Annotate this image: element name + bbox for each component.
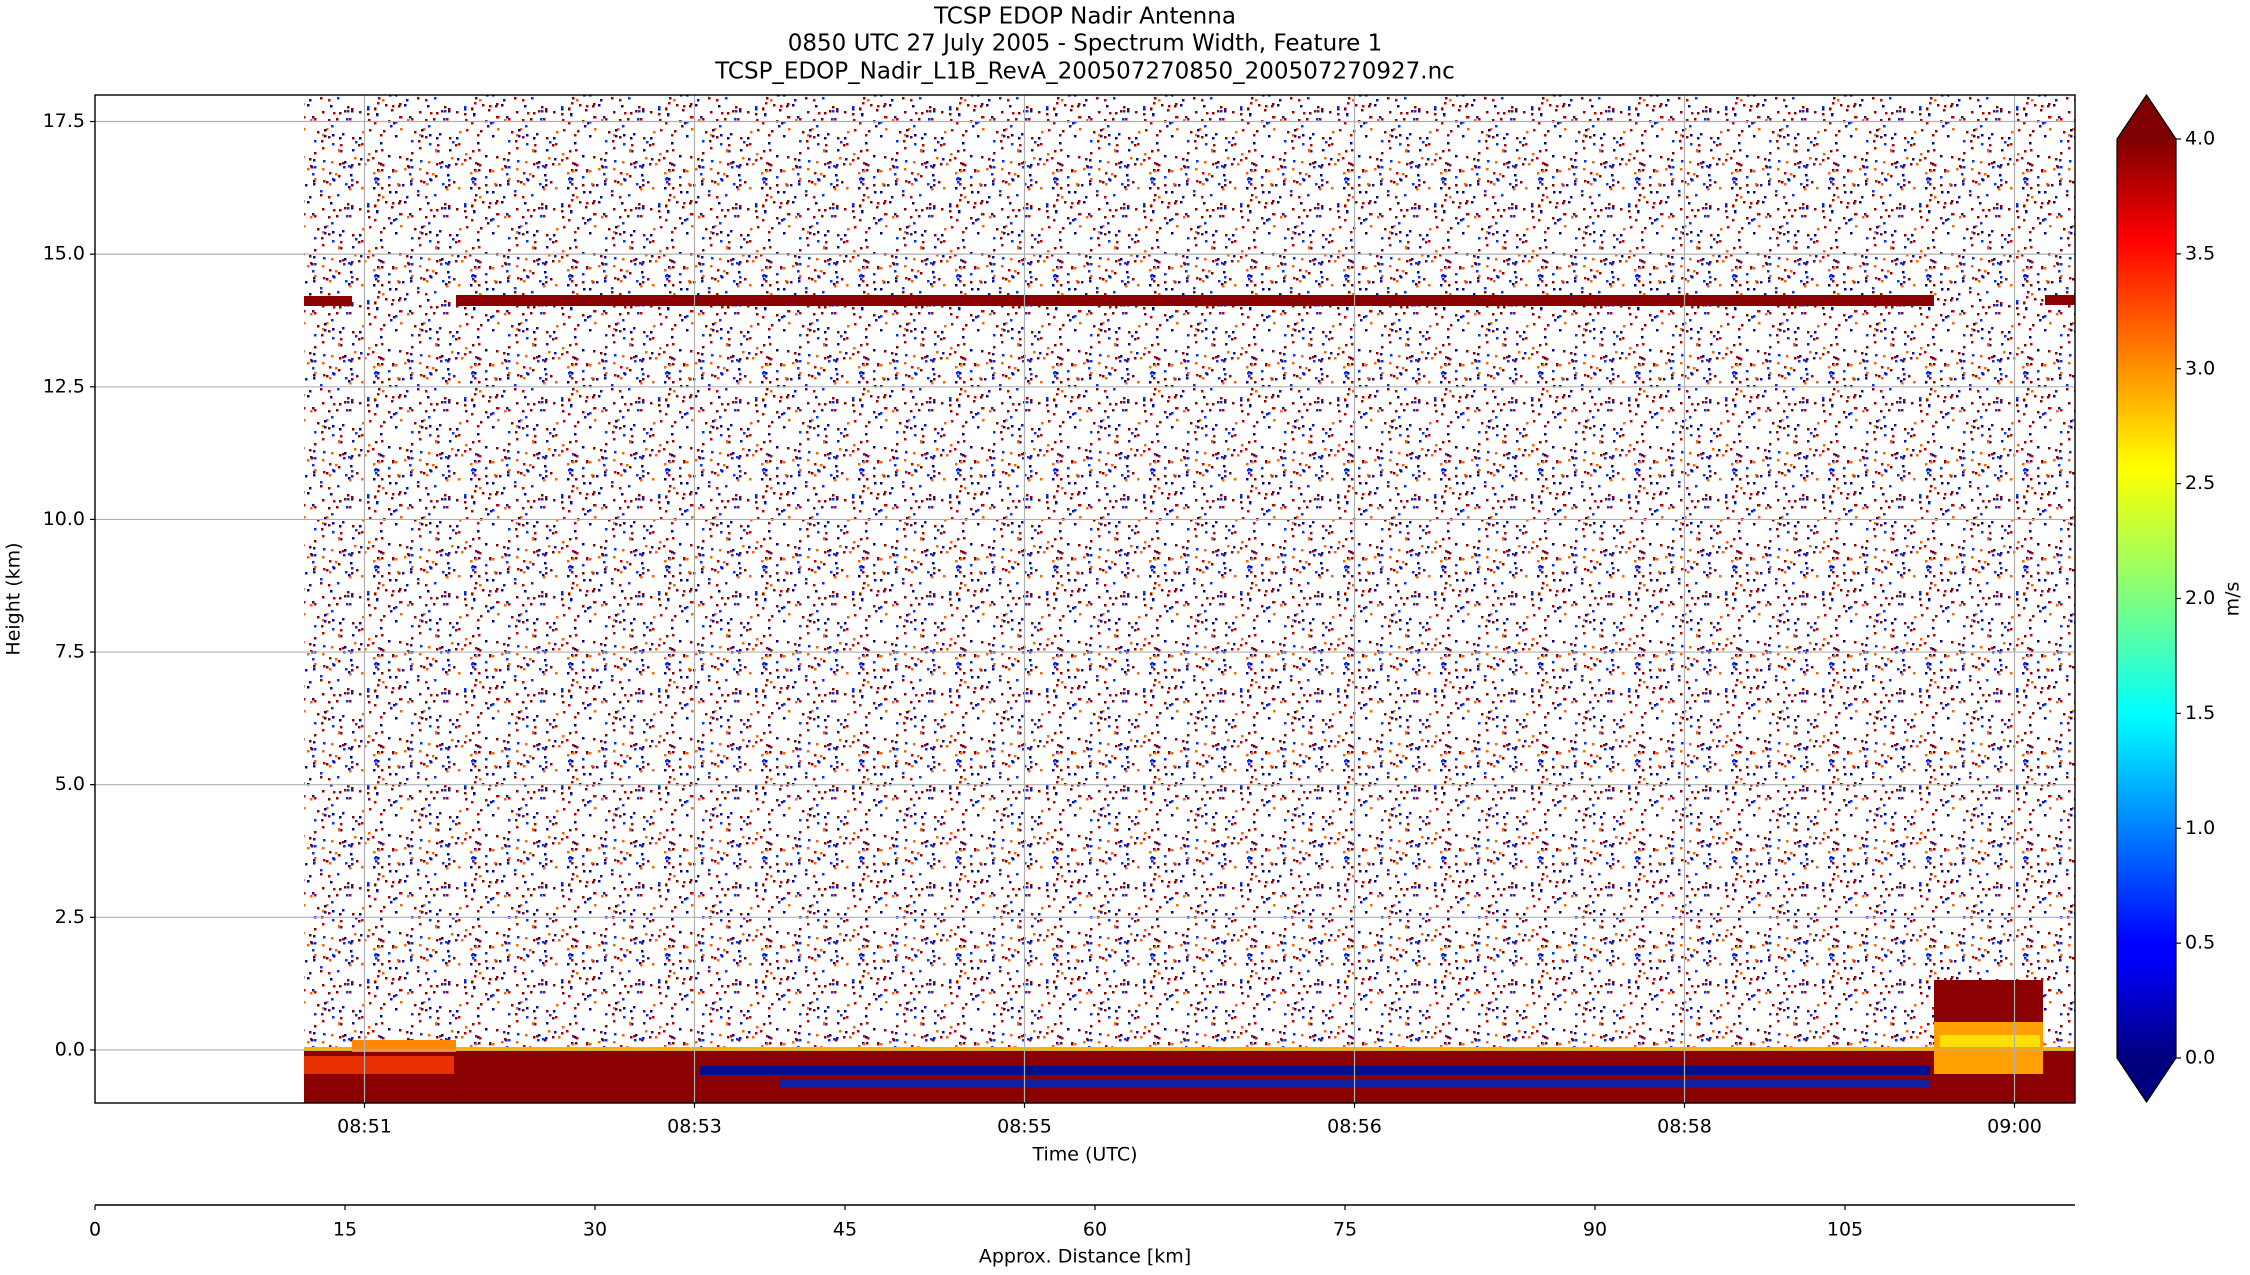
file-name: TCSP_EDOP_Nadir_L1B_RevA_200507270850_20… <box>714 59 1455 85</box>
y-tick-label: 10.0 <box>43 508 85 530</box>
colorbar-tick-label: 2.0 <box>2185 587 2215 609</box>
x-tick-label: 08:51 <box>337 1116 392 1138</box>
echo-feature <box>304 1047 2075 1051</box>
y-tick-label: 15.0 <box>43 243 85 265</box>
x-tick-label: 08:56 <box>1327 1116 1382 1138</box>
noise-speckle <box>304 95 2075 1050</box>
x2-tick-label: 75 <box>1333 1219 1357 1241</box>
echo-feature <box>304 1056 454 1074</box>
chart-title: TCSP EDOP Nadir Antenna <box>933 4 1236 30</box>
x2-tick-label: 90 <box>1583 1219 1607 1241</box>
echo-feature <box>304 1051 2075 1103</box>
x-axis-label: Time (UTC) <box>1031 1144 1137 1166</box>
colorbar <box>2117 139 2176 1058</box>
x2-tick-label: 15 <box>333 1219 357 1241</box>
plot-frame <box>94 94 2076 1104</box>
y-tick-label: 5.0 <box>55 773 85 795</box>
x-tick-label: 08:55 <box>997 1116 1052 1138</box>
colorbar-tick-label: 1.5 <box>2185 702 2215 724</box>
grid <box>95 95 2075 1103</box>
y-axis-label: Height (km) <box>3 542 25 655</box>
y-tick-label: 2.5 <box>55 906 85 928</box>
echo-feature <box>1934 980 2043 1024</box>
echo-feature <box>1940 1035 2040 1047</box>
colorbar-label: m/s <box>2222 582 2244 617</box>
echo-feature <box>304 296 352 306</box>
x2-tick-label: 30 <box>583 1219 607 1241</box>
echo-feature <box>2045 295 2075 305</box>
colorbar-tick-label: 2.5 <box>2185 472 2215 494</box>
x2-tick-label: 105 <box>1827 1219 1863 1241</box>
x2-tick-label: 0 <box>89 1219 101 1241</box>
x-tick-label: 08:58 <box>1657 1116 1712 1138</box>
colorbar-tick-label: 4.0 <box>2185 128 2215 150</box>
y-tick-label: 12.5 <box>43 375 85 397</box>
colorbar-extend <box>2117 95 2176 139</box>
y-tick-label: 7.5 <box>55 641 85 663</box>
echo-feature <box>1934 1022 2043 1074</box>
echo-feature <box>352 1040 456 1052</box>
x-tick-label: 08:53 <box>667 1116 722 1138</box>
echo-image <box>304 95 2075 1103</box>
colorbar-tick-label: 0.5 <box>2185 932 2215 954</box>
colorbar-tick-label: 1.0 <box>2185 817 2215 839</box>
y-tick-label: 17.5 <box>43 110 85 132</box>
colorbar-tick-label: 3.0 <box>2185 357 2215 379</box>
distance-axis-label: Approx. Distance [km] <box>979 1246 1191 1268</box>
colorbar-extend <box>2117 1058 2176 1102</box>
colorbar-tick-label: 3.5 <box>2185 242 2215 264</box>
chart-subtitle: 0850 UTC 27 July 2005 - Spectrum Width, … <box>788 31 1383 57</box>
echo-feature <box>700 1066 1930 1075</box>
x-tick-label: 09:00 <box>1987 1116 2042 1138</box>
y-tick-label: 0.0 <box>55 1038 85 1060</box>
x2-tick-label: 45 <box>833 1219 857 1241</box>
colorbar-tick-label: 0.0 <box>2185 1047 2215 1069</box>
x2-tick-label: 60 <box>1083 1219 1107 1241</box>
echo-feature <box>456 295 1934 306</box>
